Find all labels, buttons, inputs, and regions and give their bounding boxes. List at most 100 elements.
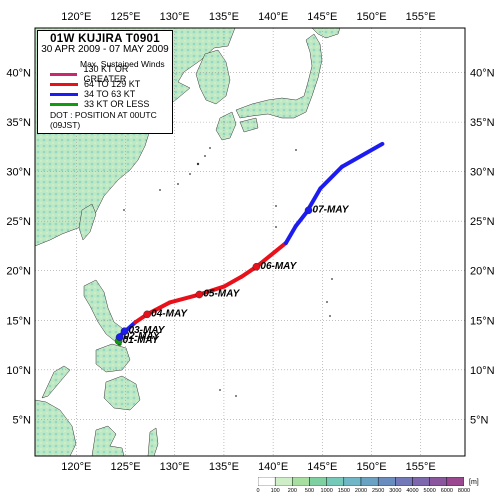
legend-item-label: 33 KT OR LESS: [84, 99, 150, 109]
japan-kyushu: [215, 111, 237, 141]
scale-cell: [395, 477, 413, 486]
lon-tick-label: 150°E: [356, 461, 386, 473]
lat-tick-label: 15°N: [6, 315, 31, 327]
scale-label: 500: [304, 488, 315, 494]
lon-tick-label: 125°E: [110, 461, 140, 473]
lon-tick-label: 155°E: [406, 461, 436, 473]
date-label: 07-MAY: [313, 204, 350, 215]
legend-item-130kt: 130 KT OR GREATER: [50, 64, 172, 84]
lat-tick-label: 40°N: [470, 68, 495, 80]
lon-tick-label: 145°E: [307, 11, 337, 23]
track-segment: [293, 210, 309, 229]
palawan: [41, 365, 71, 399]
lat-tick-label: 15°N: [470, 315, 495, 327]
legend-item-34kt: 34 TO 63 KT: [50, 89, 172, 99]
lon-tick-label: 135°E: [209, 461, 239, 473]
scale-label: 4000: [406, 488, 419, 494]
daily-position-dot: [252, 262, 261, 271]
track-segment: [221, 274, 244, 289]
scale-label: 2500: [372, 488, 385, 494]
track-segment: [197, 284, 226, 297]
scale-cell: [274, 477, 293, 486]
pacific-islands: [219, 149, 333, 397]
scale-cell: [343, 477, 362, 486]
date-label: 01-MAY: [123, 335, 160, 346]
lon-tick-label: 145°E: [307, 461, 337, 473]
map-frame: [34, 27, 466, 457]
legend-swatch: [50, 82, 78, 86]
borneo: [35, 399, 77, 456]
lon-labels-top: 120°E 125°E 130°E 135°E 140°E 145°E 150°E 155°E: [61, 11, 435, 23]
taiwan: [78, 203, 97, 241]
lon-tick-label: 120°E: [61, 11, 91, 23]
date-label: 06-MAY: [260, 261, 297, 272]
legend-title: 01W KUJIRA T0901: [50, 33, 160, 45]
scale-label: 0: [256, 488, 260, 494]
scale-label: 8000: [457, 488, 471, 494]
legend-item-64kt: 64 TO 129 KT: [50, 79, 172, 89]
track-segment: [340, 141, 385, 169]
track-segment: [283, 224, 298, 245]
lat-tick-label: 25°N: [470, 216, 495, 228]
philippines-visayas: [95, 343, 131, 373]
lon-tick-label: 120°E: [61, 461, 91, 473]
japan-hokkaido: [311, 28, 341, 39]
lat-tick-label: 30°N: [6, 167, 31, 179]
scale-cell: [360, 477, 379, 486]
legend-swatch: [50, 92, 78, 96]
scale-label: 1000: [320, 488, 333, 494]
lat-tick-label: 35°N: [470, 117, 495, 129]
lon-tick-label: 135°E: [209, 11, 239, 23]
lat-labels-left: 5°N 10°N 15°N 20°N 25°N 30°N 35°N 40°N: [6, 68, 31, 427]
lat-tick-label: 40°N: [6, 68, 31, 80]
scale-label: 6000: [440, 488, 453, 494]
scale-label: 5000: [423, 488, 436, 494]
track-segment: [318, 164, 345, 191]
legend-dot-note: DOT : POSITION AT 00UTC (09JST): [50, 110, 157, 130]
legend-item-label: 34 TO 63 KT: [84, 89, 136, 99]
sulawesi-halmahera: [91, 425, 125, 456]
korea-peninsula: [195, 49, 231, 105]
japan-honshu: [235, 33, 323, 119]
lat-tick-label: 10°N: [470, 365, 495, 377]
scale-cell: [446, 477, 464, 486]
scale-label: 100: [270, 488, 280, 494]
lat-tick-label: 5°N: [470, 414, 489, 426]
track-segment: [145, 300, 172, 317]
elevation-scale-labels: 0 100 200 500 1000 1500 2000 2500 3000 4000 5000 60…: [254, 488, 470, 498]
legend-item-33kt: 33 KT OR LESS: [50, 99, 172, 109]
lon-tick-label: 130°E: [160, 11, 190, 23]
daily-position-dot: [115, 333, 124, 341]
lon-tick-label: 155°E: [406, 11, 436, 23]
philippines-luzon: [83, 279, 127, 343]
daily-position-dot: [304, 206, 313, 215]
track-segment: [167, 292, 202, 305]
lat-tick-label: 5°N: [13, 414, 32, 426]
legend-swatch: [50, 72, 78, 76]
track-segment: [254, 240, 288, 269]
elevation-scale-bar: [258, 477, 464, 486]
daily-position-dot: [143, 310, 151, 319]
scale-label: 3000: [389, 488, 402, 494]
lat-tick-label: 25°N: [6, 216, 31, 228]
japan-shikoku: [239, 117, 259, 133]
lat-tick-label: 10°N: [6, 365, 31, 377]
lon-tick-label: 140°E: [258, 11, 288, 23]
lon-tick-label: 130°E: [160, 461, 190, 473]
scale-cell: [412, 477, 430, 486]
daily-position-dot: [120, 327, 129, 335]
legend-period: 30 APR 2009 - 07 MAY 2009: [41, 44, 169, 55]
scale-cell: [309, 477, 327, 486]
lat-tick-label: 20°N: [6, 266, 31, 278]
scale-cell: [377, 477, 396, 486]
lon-tick-label: 125°E: [110, 11, 140, 23]
legend-subtitle: Max. Sustained Winds: [80, 59, 165, 69]
lon-tick-label: 150°E: [356, 11, 386, 23]
lon-tick-label: 140°E: [258, 461, 288, 473]
ryukyu-islands: [123, 147, 211, 211]
lat-tick-label: 30°N: [470, 167, 495, 179]
scale-label: 1500: [337, 488, 350, 494]
legend-item-label: 64 TO 129 KT: [84, 79, 141, 89]
